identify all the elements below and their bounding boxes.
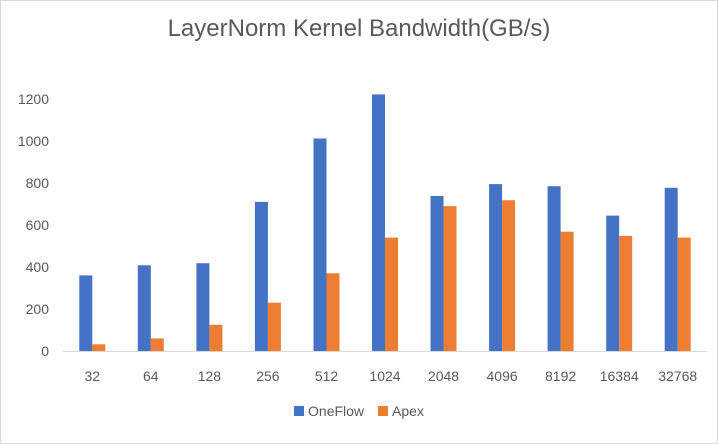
bar-apex-128 bbox=[209, 324, 223, 352]
x-tick-label-2048: 2048 bbox=[428, 368, 459, 384]
bar-oneflow-32 bbox=[79, 275, 93, 351]
bar-oneflow-16384 bbox=[606, 215, 620, 351]
bar-oneflow-2048 bbox=[430, 196, 444, 351]
bar-oneflow-32768 bbox=[664, 187, 678, 351]
y-tick-label-800: 800 bbox=[26, 175, 50, 191]
legend-item-apex: Apex bbox=[378, 403, 424, 419]
x-tick-label-256: 256 bbox=[256, 368, 280, 384]
bar-apex-16384 bbox=[619, 235, 633, 351]
legend-label-oneflow: OneFlow bbox=[308, 403, 365, 419]
x-tick-label-512: 512 bbox=[315, 368, 339, 384]
y-tick-label-1000: 1000 bbox=[18, 133, 49, 149]
x-tick-label-1024: 1024 bbox=[369, 368, 400, 384]
bar-oneflow-8192 bbox=[547, 186, 561, 351]
legend-label-apex: Apex bbox=[392, 403, 424, 419]
bar-oneflow-256 bbox=[254, 201, 268, 351]
y-tick-label-0: 0 bbox=[41, 343, 49, 359]
legend-swatch-apex bbox=[378, 406, 389, 416]
legend-swatch-oneflow bbox=[294, 406, 305, 416]
bar-oneflow-128 bbox=[196, 263, 210, 351]
x-tick-label-32: 32 bbox=[85, 368, 101, 384]
bar-oneflow-4096 bbox=[489, 184, 503, 351]
bar-apex-8192 bbox=[560, 231, 574, 351]
y-tick-label-400: 400 bbox=[26, 259, 50, 275]
bar-apex-1024 bbox=[385, 237, 398, 351]
x-tick-label-32768: 32768 bbox=[658, 368, 697, 384]
y-tick-label-600: 600 bbox=[26, 217, 50, 233]
bar-oneflow-64 bbox=[137, 265, 151, 351]
bar-apex-4096 bbox=[502, 200, 516, 351]
x-tick-label-4096: 4096 bbox=[487, 368, 518, 384]
bar-apex-32 bbox=[92, 344, 106, 351]
legend-item-oneflow: OneFlow bbox=[294, 403, 364, 419]
chart-title: LayerNorm Kernel Bandwidth(GB/s) bbox=[167, 15, 551, 42]
bar-oneflow-1024 bbox=[372, 94, 385, 352]
bar-apex-256 bbox=[267, 302, 281, 351]
bar-apex-512 bbox=[326, 273, 340, 351]
x-tick-label-128: 128 bbox=[198, 368, 222, 384]
legend: OneFlow Apex bbox=[1, 403, 717, 419]
x-tick-label-16384: 16384 bbox=[600, 368, 639, 384]
y-tick-label-200: 200 bbox=[26, 301, 50, 317]
x-tick-label-8192: 8192 bbox=[545, 368, 576, 384]
bar-apex-2048 bbox=[443, 206, 457, 351]
bar-apex-64 bbox=[150, 338, 164, 351]
y-tick-label-1200: 1200 bbox=[18, 91, 49, 107]
bar-apex-32768 bbox=[677, 237, 691, 351]
x-tick-label-64: 64 bbox=[143, 368, 159, 384]
bar-oneflow-512 bbox=[313, 138, 327, 351]
